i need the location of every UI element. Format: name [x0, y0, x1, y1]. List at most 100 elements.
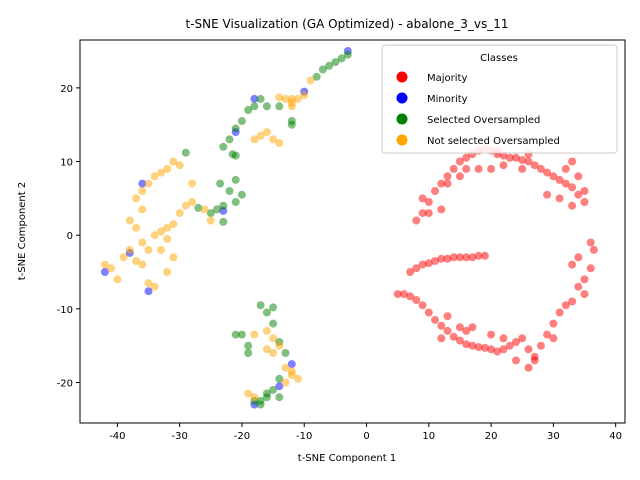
data-point	[269, 319, 278, 328]
data-point	[568, 157, 577, 166]
data-point	[138, 260, 147, 269]
legend-label: Not selected Oversampled	[427, 136, 560, 147]
data-point	[188, 198, 197, 206]
data-point	[412, 296, 421, 304]
data-point	[125, 245, 134, 254]
data-point	[169, 220, 178, 229]
x-tick-label: -30	[171, 431, 187, 442]
x-axis-title: t-SNE Component 1	[298, 453, 396, 464]
data-point	[287, 98, 296, 107]
data-point	[455, 336, 464, 345]
data-point	[188, 179, 197, 188]
data-point	[543, 168, 552, 177]
legend-entries: Majority Minority Selected Oversampled Not …	[396, 71, 560, 147]
data-point	[287, 367, 296, 376]
data-point	[157, 245, 165, 254]
data-point	[306, 76, 315, 85]
data-point	[589, 245, 598, 254]
data-point	[474, 164, 483, 173]
data-point	[549, 172, 558, 181]
data-point	[505, 341, 514, 350]
data-point	[219, 201, 228, 210]
data-point	[337, 54, 346, 63]
data-point	[244, 389, 253, 398]
data-point	[512, 356, 520, 365]
data-point	[462, 253, 471, 262]
data-point	[443, 326, 452, 335]
x-tick-label: 30	[547, 431, 560, 442]
data-point	[318, 65, 327, 74]
data-point	[555, 308, 564, 317]
data-point	[113, 275, 122, 284]
data-point	[474, 343, 483, 352]
data-point	[487, 164, 496, 173]
legend-title: Classes	[480, 53, 518, 64]
data-point	[150, 282, 159, 291]
data-point	[250, 330, 259, 339]
data-point	[225, 135, 234, 144]
data-point	[499, 345, 508, 354]
data-point	[138, 238, 147, 247]
data-point	[586, 238, 595, 247]
data-point	[449, 253, 458, 262]
data-point	[505, 153, 514, 162]
data-point	[487, 345, 496, 354]
data-point	[150, 172, 159, 181]
data-point	[561, 301, 570, 310]
data-point	[125, 216, 134, 225]
plot-frame	[79, 39, 626, 424]
data-point	[574, 253, 583, 262]
data-point	[462, 340, 471, 349]
data-point	[555, 175, 564, 184]
data-point	[443, 312, 452, 321]
data-point	[455, 157, 464, 166]
data-point	[325, 61, 334, 70]
data-point	[580, 187, 589, 195]
data-point	[568, 201, 577, 210]
data-point	[294, 94, 302, 103]
data-point	[100, 268, 109, 276]
data-point	[443, 179, 452, 188]
data-point	[144, 279, 153, 288]
data-point	[437, 321, 446, 330]
data-point	[144, 245, 153, 254]
data-point	[206, 216, 215, 225]
data-point	[250, 102, 259, 111]
x-tick-label: -40	[109, 431, 125, 442]
data-point	[262, 326, 271, 335]
y-axis: -20 -10 0 10 20	[57, 84, 80, 389]
data-point	[393, 290, 402, 299]
data-point	[256, 131, 265, 140]
data-point	[225, 187, 234, 195]
data-point	[518, 156, 527, 165]
y-tick-label: 20	[60, 84, 73, 95]
data-point	[418, 260, 427, 269]
data-point	[437, 205, 446, 214]
data-point	[524, 363, 533, 372]
data-point	[219, 217, 228, 226]
data-point	[424, 209, 433, 218]
data-point	[269, 349, 278, 357]
data-point	[437, 179, 446, 188]
data-point	[281, 94, 290, 103]
data-point	[163, 268, 172, 276]
data-point	[213, 205, 221, 214]
data-point	[536, 341, 545, 350]
y-tick-label: -20	[57, 378, 73, 389]
data-point	[163, 223, 172, 232]
data-point	[269, 385, 278, 394]
data-point	[574, 282, 583, 291]
data-point	[132, 223, 141, 232]
data-point	[138, 205, 147, 214]
x-tick-label: 10	[422, 431, 435, 442]
data-point	[418, 209, 427, 218]
data-point	[275, 374, 284, 383]
data-point	[462, 164, 471, 173]
chart-title: t-SNE Visualization (GA Optimized) - aba…	[186, 17, 509, 31]
data-point	[144, 179, 153, 188]
data-point	[431, 315, 439, 324]
data-point	[499, 334, 508, 343]
data-point	[150, 231, 159, 240]
data-point	[455, 323, 464, 332]
data-point	[169, 253, 178, 262]
